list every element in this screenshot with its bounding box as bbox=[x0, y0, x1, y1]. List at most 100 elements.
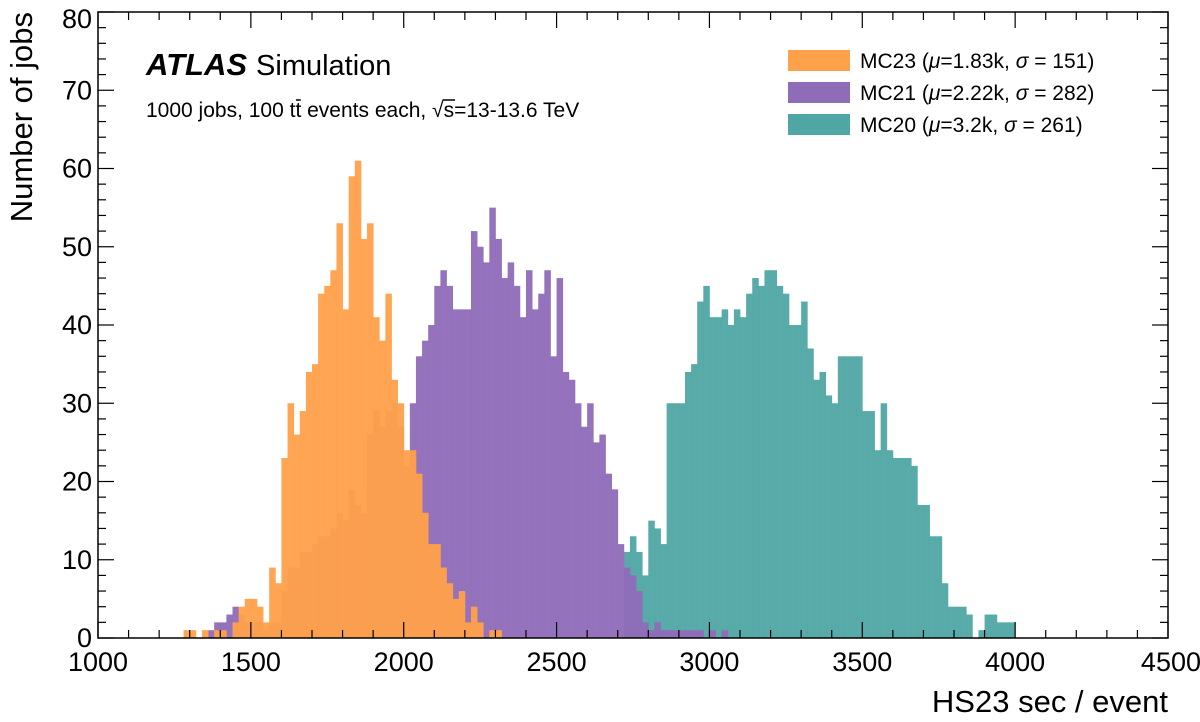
bar-mc21-2580 bbox=[581, 426, 588, 638]
bar-mc21-2140 bbox=[446, 285, 454, 639]
bar-mc21-2060 bbox=[422, 340, 429, 638]
bar-mc21-3000 bbox=[709, 630, 716, 638]
bar-mc23-1660 bbox=[299, 411, 307, 638]
y-tick-label: 70 bbox=[62, 75, 92, 105]
bar-mc21-2820 bbox=[654, 622, 661, 638]
bar-mc23-1440 bbox=[232, 622, 240, 638]
bar-mc20-2900 bbox=[678, 403, 686, 638]
bar-mc20-3440 bbox=[843, 356, 851, 638]
bar-mc21-2080 bbox=[428, 325, 435, 638]
bar-mc21-2940 bbox=[691, 630, 698, 638]
bar-mc23-2220 bbox=[470, 606, 478, 638]
bar-mc21-2300 bbox=[495, 238, 502, 638]
bar-mc23-1720 bbox=[318, 293, 325, 638]
bar-mc23-2180 bbox=[458, 591, 466, 638]
bar-mc20-3500 bbox=[862, 411, 869, 638]
bar-mc23-2060 bbox=[422, 512, 429, 638]
bar-mc21-1420 bbox=[226, 614, 233, 638]
bar-mc23-1760 bbox=[330, 270, 337, 638]
legend-swatch-mc21 bbox=[788, 82, 850, 103]
bar-mc21-2920 bbox=[684, 630, 692, 638]
bar-mc23-1880 bbox=[367, 223, 374, 638]
bar-mc20-3320 bbox=[807, 348, 814, 638]
bar-mc23-1300 bbox=[189, 630, 197, 638]
sample-description: 1000 jobs, 100 tt events each, √s=13-13.… bbox=[146, 99, 579, 122]
bar-mc20-3540 bbox=[874, 450, 882, 638]
x-tick-label: 4500 bbox=[1141, 647, 1200, 677]
bar-mc21-2340 bbox=[507, 262, 515, 638]
bar-mc23-1940 bbox=[385, 293, 392, 638]
bar-mc20-3660 bbox=[911, 465, 918, 638]
bar-mc23-1280 bbox=[183, 630, 191, 638]
bar-mc20-3940 bbox=[996, 622, 1004, 638]
bar-mc20-3780 bbox=[947, 606, 955, 638]
series-mc20 bbox=[623, 270, 1016, 639]
bar-mc20-3480 bbox=[856, 356, 863, 638]
legend-entry-mc20: MC20 (μ=3.2k, σ = 261) bbox=[860, 114, 1083, 137]
bar-mc20-3280 bbox=[795, 325, 802, 638]
bar-mc20-3000 bbox=[709, 317, 716, 638]
y-tick-label: 30 bbox=[62, 388, 92, 418]
bar-mc21-2440 bbox=[538, 293, 545, 638]
bar-mc21-2780 bbox=[642, 622, 649, 638]
bar-mc23-1460 bbox=[238, 606, 246, 638]
bar-mc21-2600 bbox=[587, 403, 594, 638]
bar-mc21-2900 bbox=[678, 630, 686, 638]
bar-mc21-2120 bbox=[440, 270, 447, 638]
bar-mc20-3120 bbox=[746, 293, 753, 638]
bar-mc23-1560 bbox=[269, 567, 276, 638]
bar-mc20-3680 bbox=[917, 504, 924, 638]
experiment-label: ATLAS Simulation bbox=[145, 47, 391, 82]
x-tick-label: 2500 bbox=[527, 647, 587, 677]
x-tick-label: 3500 bbox=[832, 647, 892, 677]
bar-mc23-1640 bbox=[293, 434, 301, 638]
bar-mc21-2260 bbox=[483, 262, 490, 638]
bar-mc21-2200 bbox=[464, 309, 472, 638]
x-tick-label: 1000 bbox=[68, 647, 128, 677]
bar-mc21-2380 bbox=[519, 317, 527, 638]
bar-mc20-3380 bbox=[825, 395, 833, 638]
bar-mc21-2740 bbox=[629, 575, 637, 638]
bar-mc23-2280 bbox=[489, 630, 496, 638]
legend: MC23 (μ=1.83k, σ = 151) MC21 (μ=2.22k, σ … bbox=[788, 50, 1094, 137]
y-tick-label: 20 bbox=[62, 467, 92, 497]
bar-mc21-2960 bbox=[697, 630, 704, 638]
legend-entry-mc23: MC23 (μ=1.83k, σ = 151) bbox=[860, 50, 1094, 73]
bar-mc23-1500 bbox=[250, 598, 258, 639]
bar-mc23-1740 bbox=[324, 285, 331, 639]
bar-mc21-2760 bbox=[636, 591, 643, 638]
bar-mc23-1820 bbox=[348, 176, 356, 638]
bar-mc23-1860 bbox=[360, 238, 368, 638]
bar-mc20-3720 bbox=[929, 536, 937, 638]
bar-mc20-3920 bbox=[990, 614, 998, 638]
bar-mc20-3700 bbox=[923, 504, 930, 638]
bar-mc21-2520 bbox=[562, 371, 570, 638]
bar-mc23-2300 bbox=[495, 630, 502, 638]
histogram-bars bbox=[183, 160, 1016, 639]
bar-mc23-2120 bbox=[440, 567, 447, 638]
bar-mc21-2240 bbox=[477, 246, 484, 638]
bar-mc20-3960 bbox=[1002, 622, 1010, 638]
bar-mc23-1340 bbox=[201, 630, 209, 638]
bar-mc20-3420 bbox=[837, 356, 845, 638]
x-tick-label: 3000 bbox=[679, 647, 739, 677]
bar-mc23-1680 bbox=[305, 371, 313, 638]
bar-mc21-2100 bbox=[434, 285, 441, 639]
bar-mc20-3260 bbox=[788, 325, 796, 638]
bar-mc21-2880 bbox=[672, 630, 680, 638]
bar-mc23-1620 bbox=[287, 403, 295, 638]
atlas-brand: ATLAS bbox=[145, 47, 247, 82]
bar-mc21-2800 bbox=[648, 630, 655, 638]
x-axis-title: HS23 sec / event bbox=[932, 684, 1168, 719]
bar-mc21-2500 bbox=[556, 278, 564, 638]
x-tick-label: 1500 bbox=[221, 647, 281, 677]
bar-mc20-3900 bbox=[984, 614, 992, 638]
bar-mc21-2860 bbox=[666, 630, 674, 638]
bar-mc21-2660 bbox=[605, 473, 612, 638]
bar-mc23-1540 bbox=[263, 622, 270, 638]
y-tick-label: 80 bbox=[62, 4, 92, 34]
bar-mc23-1480 bbox=[244, 598, 252, 639]
bar-mc20-2860 bbox=[666, 403, 674, 638]
bar-mc21-2220 bbox=[470, 231, 478, 638]
bar-mc20-3460 bbox=[850, 356, 857, 638]
